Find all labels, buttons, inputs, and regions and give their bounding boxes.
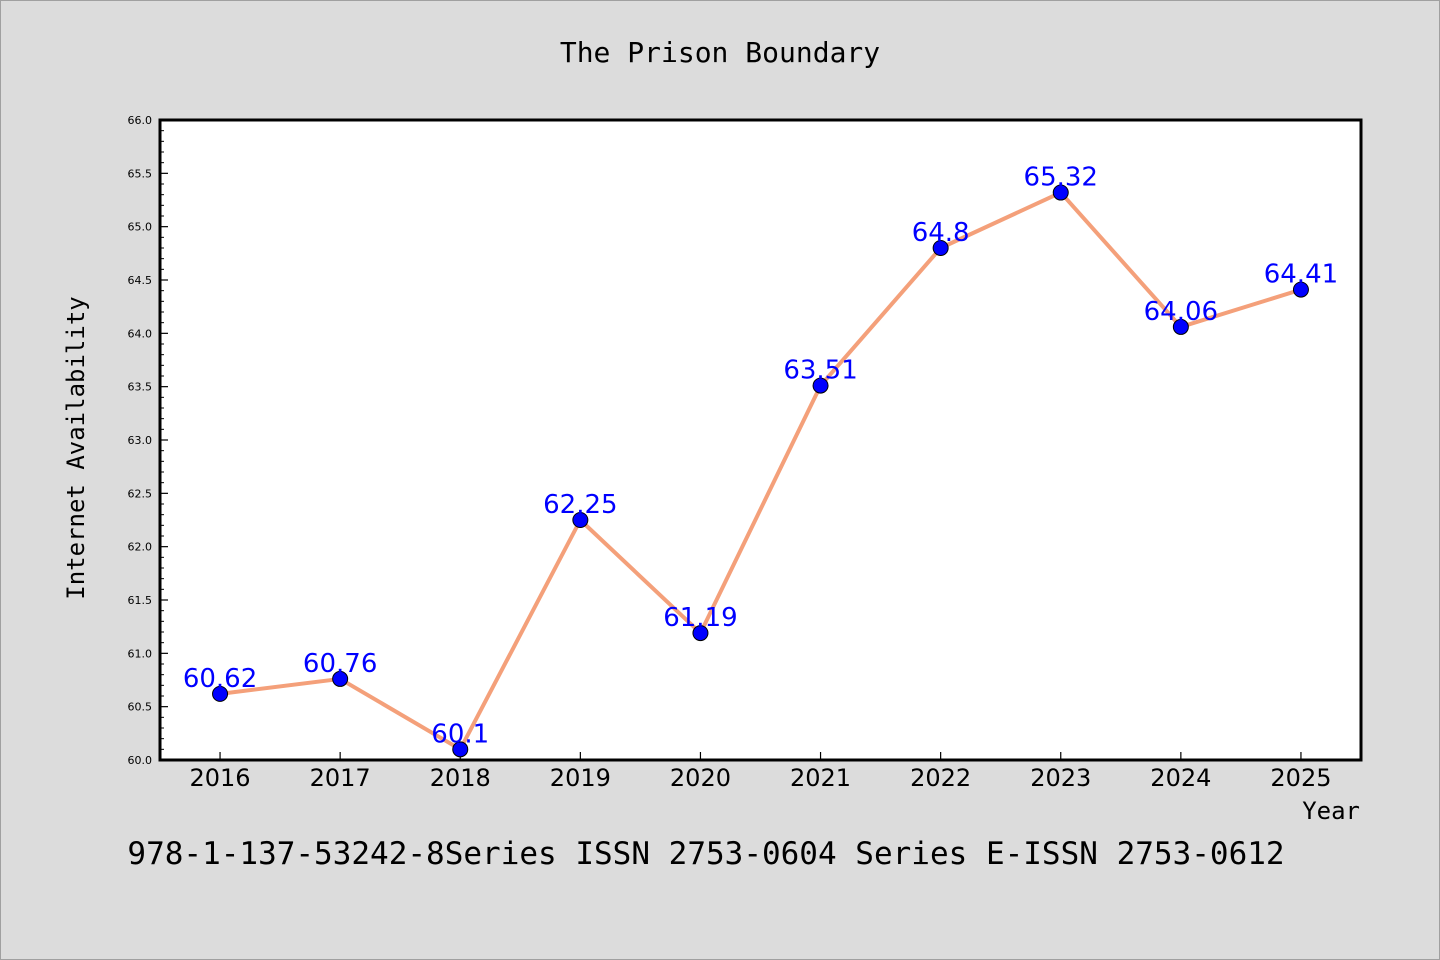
series-layer: 60.62 60.76 60.1 62.25 61.19 63.51 64.8 65.32 64… — [183, 163, 1338, 758]
y-tick-label: 65.0 — [128, 221, 153, 234]
data-label: 60.1 — [431, 719, 489, 749]
plot-area — [158, 118, 1363, 762]
footer-isbn-text: 978-1-137-53242-8Series ISSN 2753-0604 S… — [127, 836, 1284, 872]
x-tick-label: 2017 — [310, 764, 371, 792]
data-point — [452, 741, 469, 758]
data-label: 64.06 — [1144, 297, 1218, 327]
chart-title: The Prison Boundary — [560, 36, 880, 69]
x-axis: 2016 2017 2018 2019 2020 2021 2022 2023 2024 2025 — [190, 752, 1331, 792]
y-tick-label: 61.0 — [128, 647, 153, 660]
data-point — [572, 512, 589, 528]
data-label: 64.8 — [912, 218, 970, 248]
data-point — [1172, 318, 1189, 335]
y-tick-label: 61.5 — [128, 594, 153, 607]
data-label: 62.25 — [543, 490, 617, 520]
data-point — [1292, 281, 1309, 298]
y-tick-label: 62.5 — [128, 487, 153, 500]
y-tick-label: 65.5 — [128, 167, 153, 180]
y-tick-label: 63.0 — [128, 434, 153, 447]
data-label: 61.19 — [663, 603, 737, 633]
x-axis-label: Year — [1302, 797, 1360, 825]
series-line — [219, 190, 1302, 752]
data-label: 63.51 — [783, 356, 857, 386]
x-tick-label: 2016 — [190, 764, 251, 792]
x-tick-label: 2025 — [1270, 764, 1331, 792]
data-point — [932, 240, 949, 256]
x-tick-label: 2023 — [1030, 764, 1091, 792]
data-point — [692, 625, 709, 642]
data-point — [332, 670, 349, 687]
data-point — [812, 377, 829, 394]
y-axis-label: Internet Availability — [62, 296, 90, 599]
x-tick-label: 2020 — [670, 764, 731, 792]
y-tick-label: 66.0 — [128, 114, 153, 127]
data-label: 60.76 — [303, 649, 377, 679]
data-label: 60.62 — [183, 664, 257, 694]
data-point — [212, 685, 229, 702]
y-tick-label: 60.0 — [128, 754, 153, 767]
data-point — [1052, 184, 1069, 201]
y-tick-label: 60.5 — [128, 701, 153, 714]
x-tick-label: 2024 — [1150, 764, 1211, 792]
x-tick-label: 2018 — [430, 764, 491, 792]
y-tick-label: 64.0 — [128, 327, 153, 340]
x-tick-label: 2021 — [790, 764, 851, 792]
y-tick-label: 64.5 — [128, 274, 153, 287]
data-label: 64.41 — [1264, 260, 1338, 290]
x-tick-label: 2022 — [910, 764, 971, 792]
data-label: 65.32 — [1024, 163, 1098, 193]
x-tick-label: 2019 — [550, 764, 611, 792]
y-tick-label: 62.0 — [128, 541, 153, 554]
y-axis: 60.0 60.5 61.0 61.5 62.0 62.5 63.0 63.5 64.0 64.5… — [128, 114, 168, 767]
y-tick-label: 63.5 — [128, 381, 153, 394]
